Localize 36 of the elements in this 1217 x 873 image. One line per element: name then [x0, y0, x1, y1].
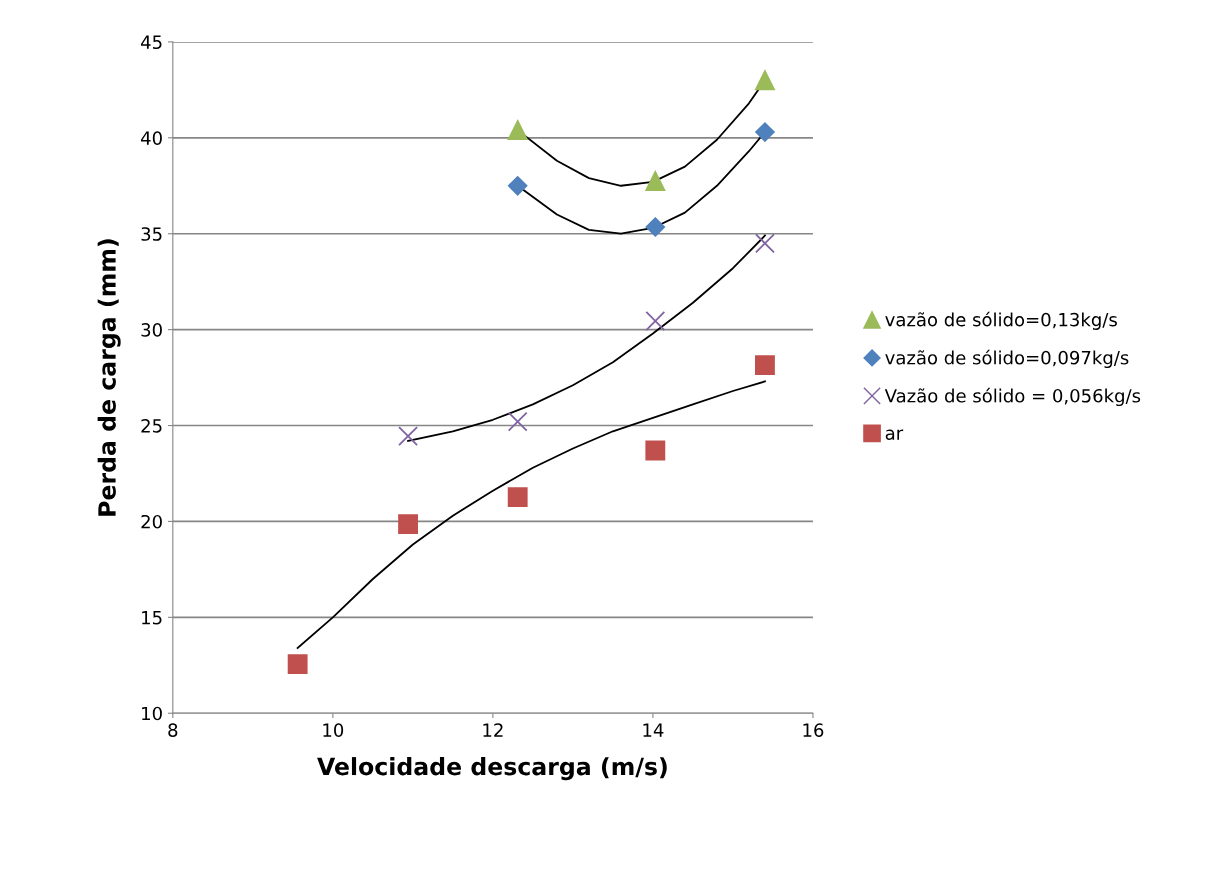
- point: [645, 311, 666, 331]
- point: [398, 426, 418, 447]
- point: [645, 171, 666, 191]
- legend-label: Vazão de sólido = 0,056kg/s: [884, 387, 1141, 407]
- point: [287, 654, 308, 675]
- x-tick-label: 12: [483, 723, 503, 737]
- y-tick-label: 20: [141, 514, 162, 529]
- y-tick-label: 25: [141, 418, 162, 433]
- legend-label: vazão de sólido=0,13kg/s: [885, 311, 1117, 330]
- point: [507, 120, 528, 141]
- x-tick-label: 14: [643, 723, 664, 737]
- point: [645, 217, 666, 237]
- point: [755, 70, 775, 91]
- y-axis-title: Perda de carga (mm): [97, 239, 121, 516]
- x-tick-label: 8: [168, 723, 178, 737]
- y-tick-label: 15: [142, 611, 162, 625]
- point: [507, 176, 528, 196]
- point: [645, 440, 666, 461]
- y-tick-label: 10: [142, 706, 162, 721]
- y-tick-label: 45: [141, 35, 162, 50]
- x-axis-title: Velocidade descarga (m/s): [317, 757, 667, 781]
- point: [755, 233, 775, 254]
- point: [398, 514, 418, 535]
- y-tick-label: 40: [141, 131, 162, 145]
- y-tick-label: 30: [141, 323, 162, 337]
- y-tick-label: 35: [141, 227, 162, 241]
- point: [755, 355, 775, 376]
- x-tick-label: 10: [323, 723, 344, 737]
- x-tick-label: 16: [803, 723, 824, 737]
- line-series: [296, 380, 766, 649]
- legend-label: vazão de sólido=0,097kg/s: [885, 349, 1129, 368]
- point: [507, 487, 528, 508]
- legend-label: ar: [885, 429, 904, 440]
- point: [507, 411, 528, 432]
- point: [755, 122, 775, 142]
- line-series: [407, 234, 766, 442]
